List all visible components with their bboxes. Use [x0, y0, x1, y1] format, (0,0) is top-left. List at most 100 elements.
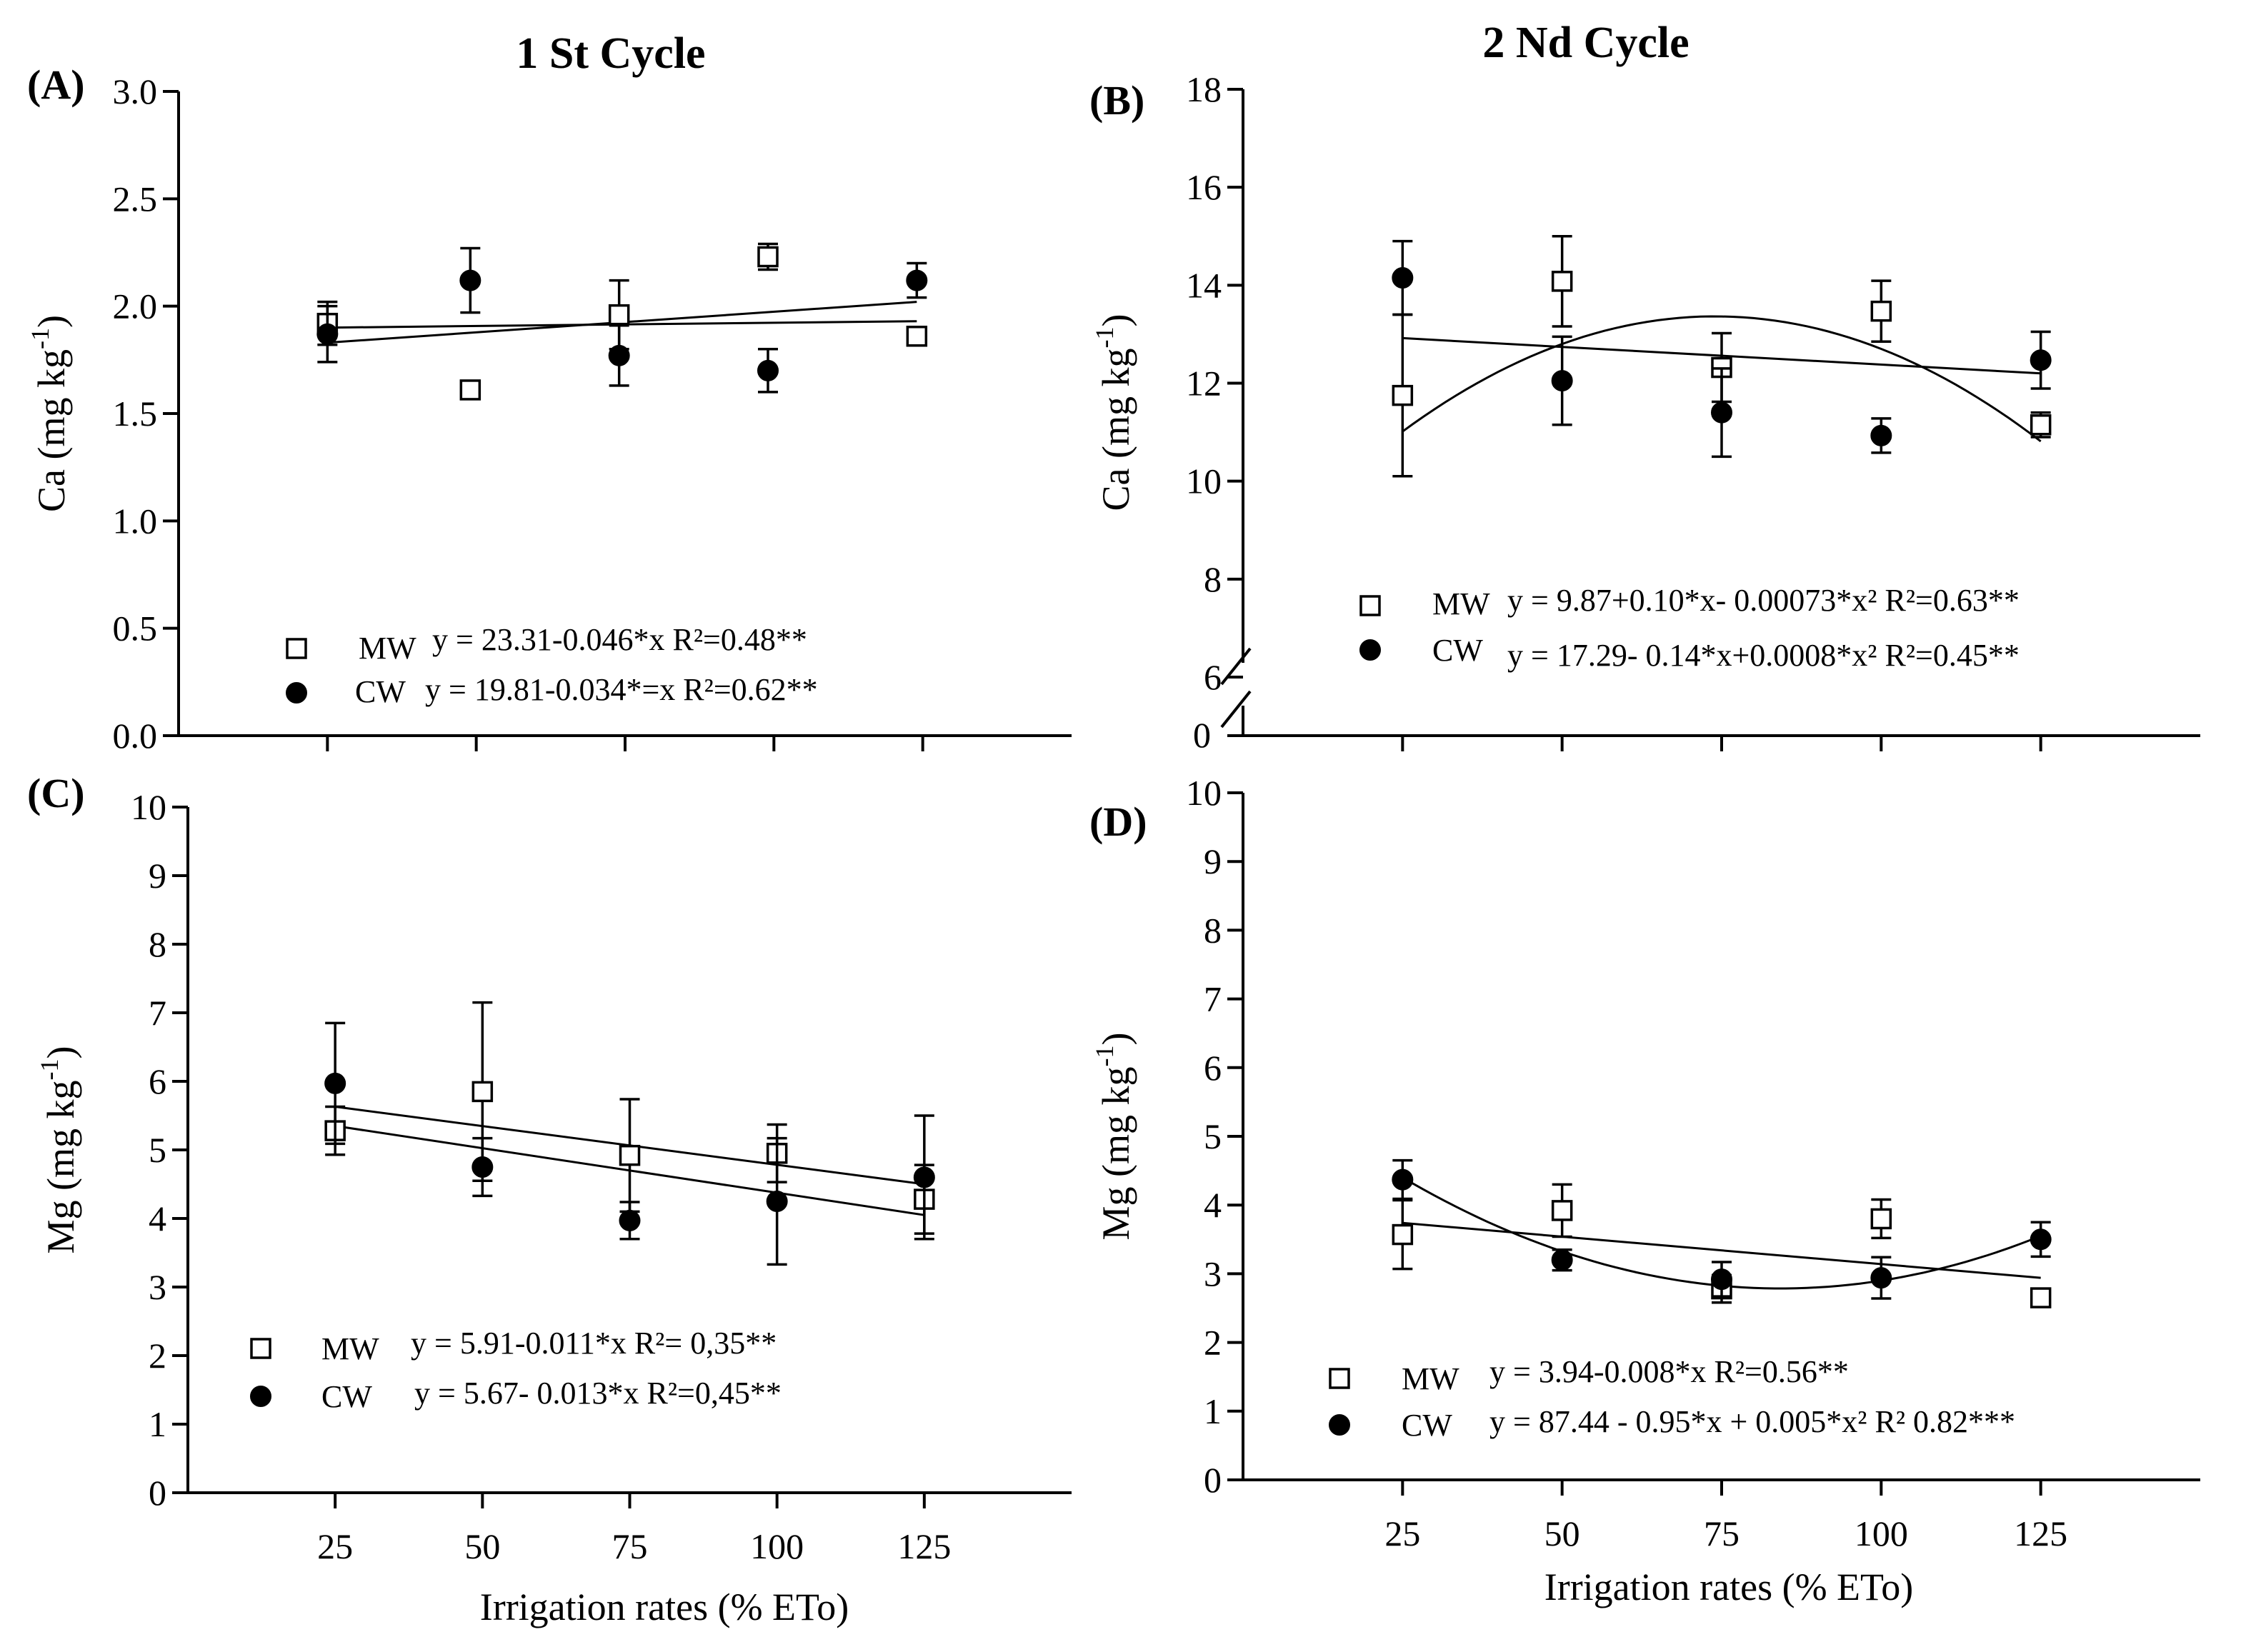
x-tick-label: 100	[1855, 1513, 1908, 1553]
x-tick-label: 25	[1384, 1513, 1420, 1553]
y-tick-label: 18	[1186, 69, 1222, 109]
y-tick-label: 6	[149, 1061, 166, 1101]
legend-marker-mw	[1359, 595, 1381, 616]
legend-equation-mw: y = 3.94-0.008*x R²=0.56**	[1489, 1354, 1849, 1389]
data-point-mw	[2030, 1287, 2052, 1308]
y-axis-title: Mg (mg kg-1)	[1090, 1033, 1137, 1241]
y-tick-label: 2	[1204, 1323, 1222, 1363]
y-axis-title-close: )	[1094, 314, 1137, 327]
data-point-mw	[619, 1144, 641, 1166]
y-tick-label: 10	[1186, 461, 1222, 501]
y-tick-label: 3.0	[113, 71, 158, 111]
y-tick-label: 1	[149, 1404, 166, 1444]
legend-marker-mw	[250, 1338, 271, 1359]
y-tick-label: 1.5	[113, 394, 158, 434]
y-tick-label: 10	[131, 787, 166, 827]
legend-label-mw: MW	[1402, 1361, 1459, 1396]
y-tick-label: 2.0	[113, 286, 158, 326]
legend-marker-cw	[250, 1386, 271, 1407]
y-tick-label: 16	[1186, 167, 1222, 207]
data-point-cw	[2030, 1228, 2052, 1251]
data-point-mw	[906, 326, 928, 347]
y-axis-title: Ca (mg kg-1)	[1090, 314, 1137, 511]
legend-label-mw: MW	[359, 631, 416, 666]
legend-label-cw: CW	[355, 674, 406, 709]
x-tick-label: 25	[317, 1526, 353, 1566]
data-point-cw	[1392, 1168, 1414, 1191]
panel-label: (A)	[27, 61, 85, 108]
y-tick-label: 2	[149, 1336, 166, 1376]
data-point-mw	[1551, 271, 1573, 292]
y-tick-label: 5	[1204, 1116, 1222, 1156]
legend-equation-cw: y = 19.81-0.034*=x R²=0.62**	[425, 672, 818, 707]
x-tick-label: 125	[897, 1526, 951, 1566]
data-point-mw	[608, 304, 630, 326]
data-point-mw	[1392, 1223, 1414, 1246]
cycle-title: 2 Nd Cycle	[1482, 19, 1689, 67]
data-point-cw	[324, 1072, 346, 1094]
data-point-cw	[1711, 1268, 1732, 1291]
legend-label-cw: CW	[321, 1379, 372, 1414]
x-tick-label: 75	[612, 1526, 648, 1566]
y-tick-label: 6	[1204, 1048, 1222, 1088]
data-point-mw	[1551, 1200, 1573, 1221]
legend-label-mw: MW	[1432, 586, 1490, 621]
y-axis-title-close: )	[1094, 1033, 1137, 1046]
legend-equation-mw: y = 23.31-0.046*x R²=0.48**	[432, 622, 807, 657]
y-tick-label: 4	[149, 1198, 166, 1238]
legend-label-mw: MW	[321, 1331, 379, 1366]
data-point-cw	[757, 359, 779, 381]
y-tick-label: 9	[149, 856, 166, 896]
data-point-cw	[1392, 267, 1414, 289]
y-axis-title-text: Mg (mg kg	[39, 1080, 82, 1253]
legend-marker-mw	[286, 638, 307, 659]
data-point-mw	[459, 379, 481, 401]
x-tick-label: 50	[464, 1526, 500, 1566]
y-axis-title-close: )	[30, 315, 73, 328]
y-tick-label: 0	[1193, 715, 1211, 755]
y-axis-title: Ca (mg kg-1)	[26, 315, 73, 512]
y-tick-label: 1	[1204, 1391, 1222, 1431]
x-axis-title: Irrigation rates (% ETo)	[480, 1586, 849, 1628]
panel-label: (D)	[1089, 799, 1147, 845]
panel-b: 0 6 8 10 12 14 16 18 Ca (mg kg-1) 2 Nd Cycle (B) MW…	[1089, 19, 2200, 755]
y-tick-label: 0.0	[113, 716, 158, 756]
y-axis-title-sup: -1	[1090, 327, 1119, 349]
y-tick-label: 8	[1204, 559, 1222, 599]
y-axis-title-close: )	[39, 1046, 82, 1059]
legend-equation-cw: y = 5.67- 0.013*x R²=0,45**	[414, 1376, 782, 1411]
data-point-cw	[316, 323, 339, 345]
y-tick-label: 3	[149, 1267, 166, 1307]
data-point-mw	[757, 246, 779, 268]
y-axis-title-text: Ca (mg kg	[1094, 349, 1137, 511]
x-tick-label: 75	[1704, 1513, 1740, 1553]
data-point-cw	[1551, 1249, 1573, 1271]
y-tick-label: 10	[1186, 773, 1222, 813]
data-point-mw	[1870, 300, 1892, 322]
data-point-cw	[619, 1209, 641, 1231]
y-axis-title-sup: -1	[35, 1058, 64, 1080]
y-tick-label: 0.5	[113, 609, 158, 649]
y-tick-label: 6	[1204, 657, 1222, 697]
y-axis-title-text: Ca (mg kg	[30, 349, 73, 512]
panel-c: 0 1 2 3 4 5 6 7 8 9 10 25 50 75 100 125 Mg (mg kg-1) Irri…	[27, 770, 1072, 1628]
y-tick-label: 12	[1186, 364, 1222, 404]
data-point-cw	[1870, 1267, 1892, 1289]
data-point-cw	[1870, 424, 1892, 446]
y-axis-title: Mg (mg kg-1)	[35, 1046, 82, 1254]
y-tick-label: 14	[1186, 265, 1222, 305]
y-tick-label: 5	[149, 1130, 166, 1170]
data-point-cw	[1711, 401, 1732, 424]
panel-label: (C)	[27, 770, 85, 816]
data-point-mw	[2030, 414, 2052, 436]
y-tick-label: 4	[1204, 1185, 1222, 1225]
legend-label-cw: CW	[1432, 633, 1483, 668]
x-axis-title: Irrigation rates (% ETo)	[1544, 1566, 1914, 1608]
legend-equation-mw: y = 9.87+0.10*x- 0.00073*x² R²=0.63**	[1507, 583, 2020, 618]
data-point-mw	[471, 1081, 494, 1103]
data-point-cw	[913, 1166, 935, 1188]
data-point-cw	[766, 1191, 788, 1212]
y-tick-label: 7	[149, 993, 166, 1033]
data-point-cw	[1551, 370, 1573, 392]
y-tick-label: 7	[1204, 979, 1222, 1019]
